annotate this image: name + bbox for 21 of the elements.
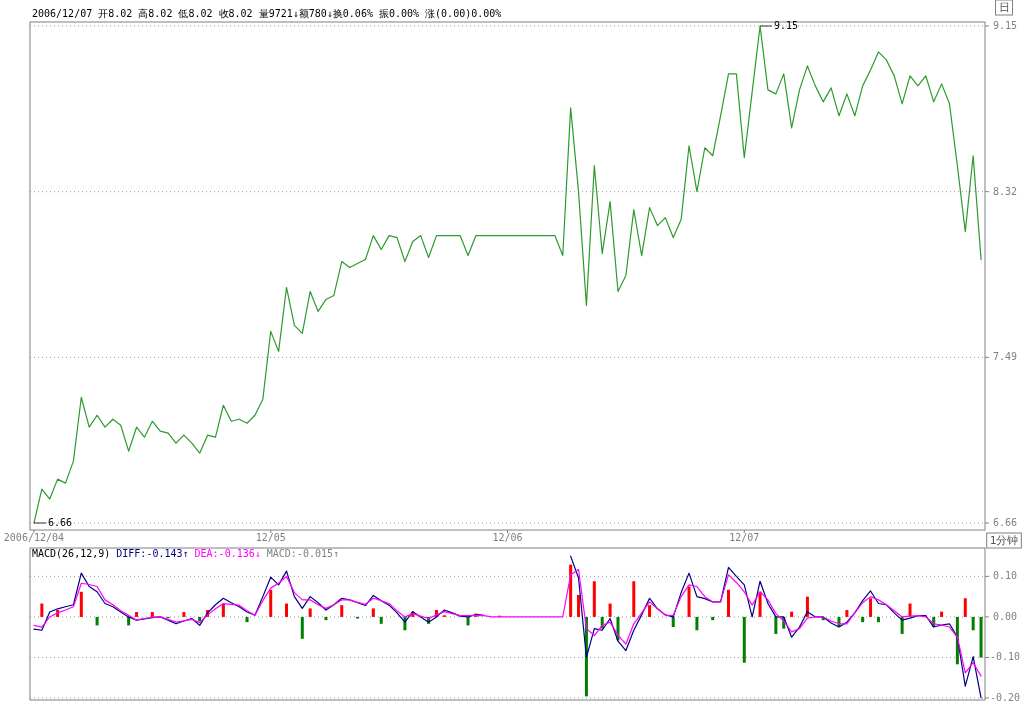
x-tick-label: 2006/12/04	[3, 532, 65, 543]
x-tick-label: 12/06	[492, 532, 523, 543]
y-tick-label: 8.32	[992, 185, 1018, 197]
text: 日	[998, 1, 1010, 14]
text: 1分钟	[989, 534, 1019, 547]
y-tick-label: -0.10	[989, 651, 1021, 663]
chart-title: MACD(26,12,9)	[32, 548, 111, 559]
y-tick-label: 0.00	[992, 610, 1018, 622]
x-tick-label: 12/07	[729, 532, 760, 543]
annotation: 6.66	[47, 517, 73, 529]
y-tick-label: 9.15	[992, 19, 1018, 31]
annotation: 9.15	[774, 19, 799, 31]
y-tick-label: 6.66	[992, 517, 1018, 529]
y-tick-label: -0.20	[989, 691, 1021, 702]
legend: DIFF:-0.143↑	[116, 548, 189, 559]
chart-subtitle: 2006/12/07 开8.02 高8.02 低8.02 收8.02 量9721↓额780↓换0.06% 振0.00% 涨(0.00)0.00%	[32, 8, 502, 19]
y-tick-label: 7.49	[992, 351, 1018, 363]
x-tick-label: 12/05	[255, 532, 286, 543]
annotation: MACD:-0.015↑	[266, 548, 340, 559]
legend: DEA:-0.136↓	[194, 548, 261, 559]
y-tick-label: 0.10	[992, 570, 1018, 582]
